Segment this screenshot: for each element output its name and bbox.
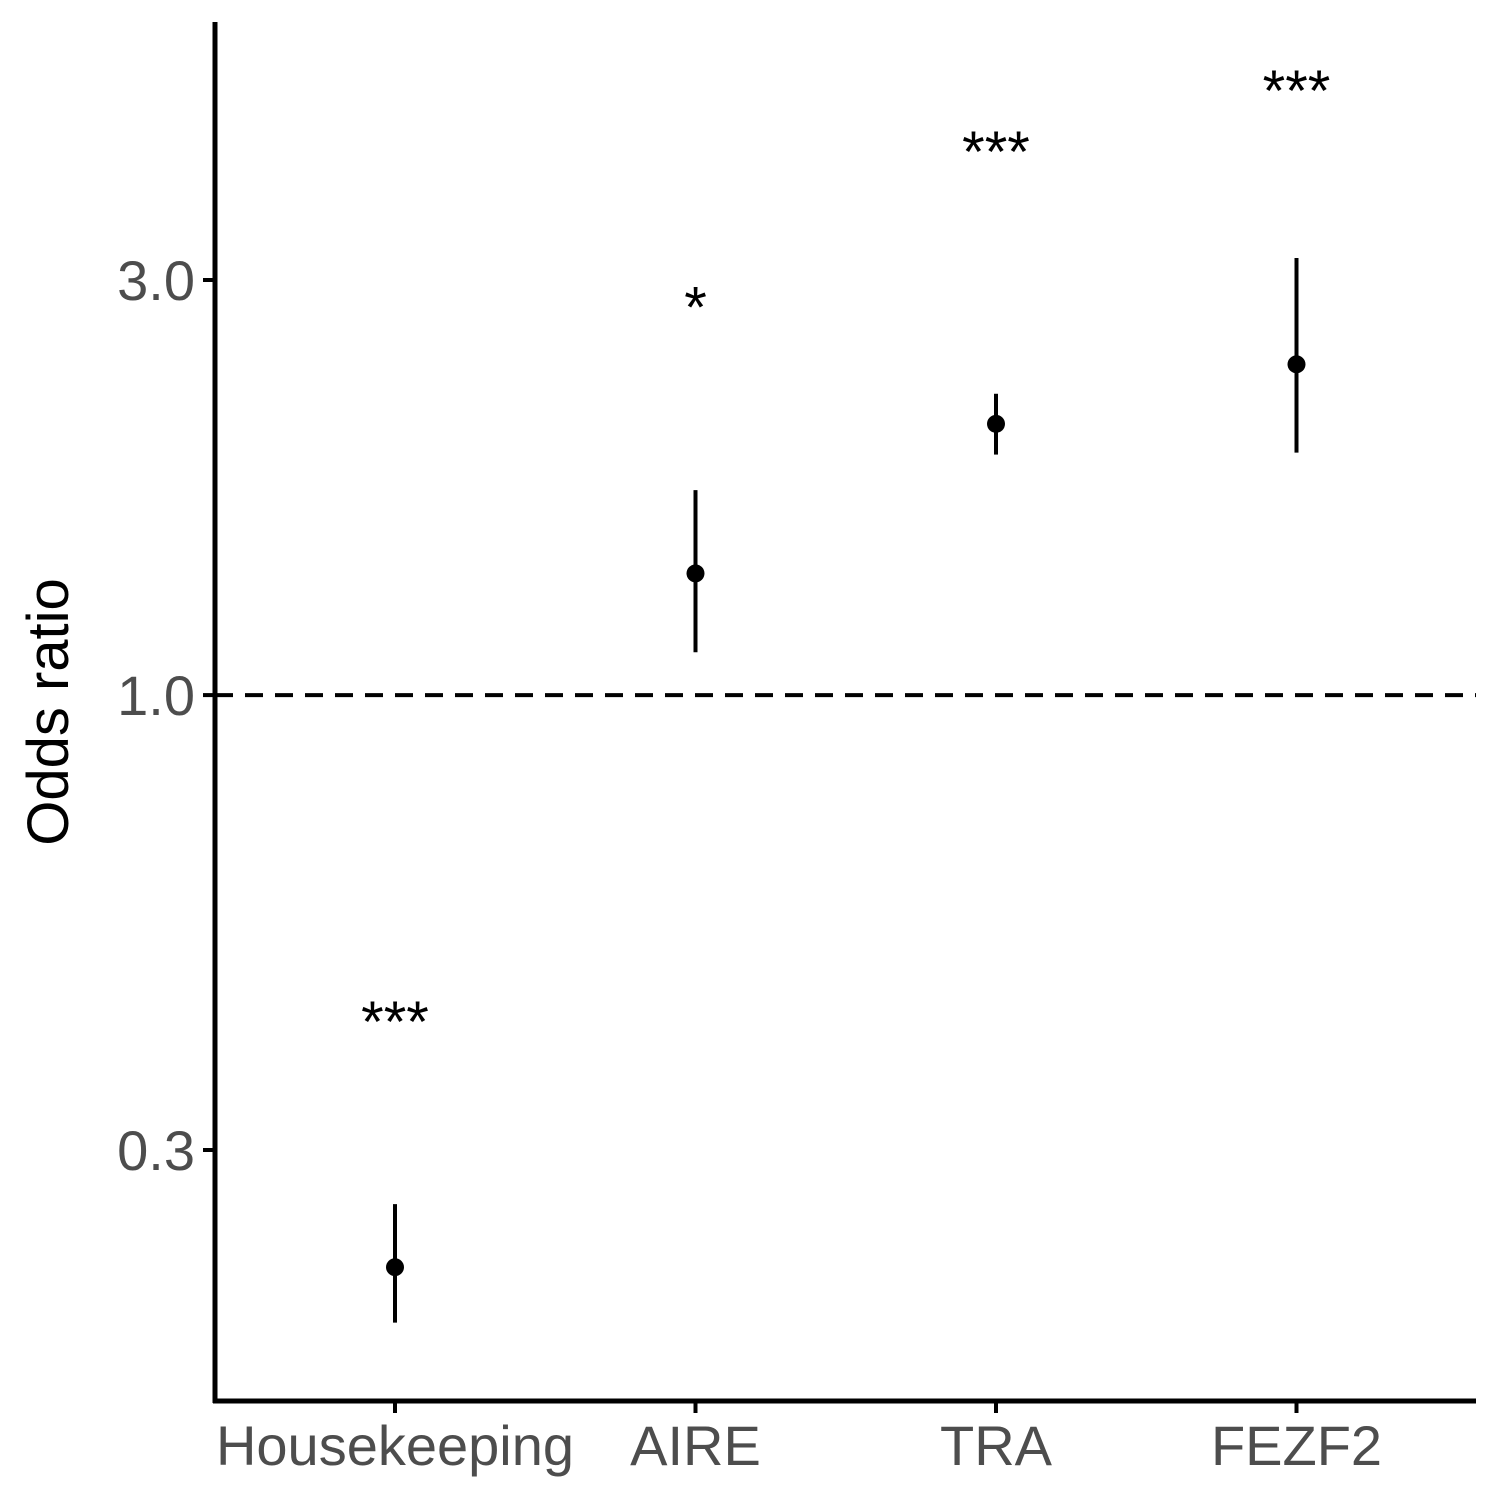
y-axis-title: Odds ratio bbox=[16, 578, 81, 846]
significance-label-aire: * bbox=[684, 275, 707, 340]
y-tick-label: 0.3 bbox=[117, 1119, 195, 1182]
point-aire bbox=[686, 564, 705, 583]
point-tra bbox=[987, 414, 1005, 433]
x-tick-label-tra: TRA bbox=[940, 1414, 1053, 1477]
x-tick-label-housekeeping: Housekeeping bbox=[216, 1414, 574, 1477]
axes-layer: 0.3 1.0 3.0 Housekeeping AIRE TRA FEZF2 bbox=[117, 22, 1476, 1477]
y-tick-label: 1.0 bbox=[117, 664, 195, 727]
significance-label-fezf2: *** bbox=[1263, 59, 1331, 124]
significance-label-tra: *** bbox=[962, 120, 1030, 185]
point-fezf2 bbox=[1287, 355, 1306, 374]
x-tick-label-aire: AIRE bbox=[630, 1414, 761, 1477]
x-tick-label-fezf2: FEZF2 bbox=[1211, 1414, 1382, 1477]
marks-layer: ********** bbox=[361, 59, 1331, 1323]
point-housekeeping bbox=[386, 1258, 404, 1277]
significance-label-housekeeping: *** bbox=[361, 990, 429, 1055]
y-tick-label: 3.0 bbox=[117, 249, 195, 312]
